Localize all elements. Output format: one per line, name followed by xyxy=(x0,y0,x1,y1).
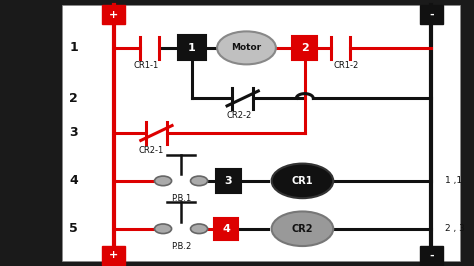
FancyBboxPatch shape xyxy=(102,246,125,265)
Text: CR2-2: CR2-2 xyxy=(227,111,252,120)
Text: 1: 1 xyxy=(188,43,196,53)
Text: CR2: CR2 xyxy=(292,224,313,234)
Text: 5: 5 xyxy=(69,222,78,235)
Circle shape xyxy=(272,164,333,198)
Text: 3: 3 xyxy=(69,127,78,139)
Bar xyxy=(62,5,460,261)
Text: 4: 4 xyxy=(69,174,78,187)
Text: CR2-1: CR2-1 xyxy=(138,146,164,155)
FancyBboxPatch shape xyxy=(216,169,241,193)
Circle shape xyxy=(272,211,333,246)
FancyBboxPatch shape xyxy=(178,35,206,60)
Circle shape xyxy=(217,31,276,64)
FancyBboxPatch shape xyxy=(420,5,443,24)
FancyBboxPatch shape xyxy=(102,5,125,24)
FancyBboxPatch shape xyxy=(420,246,443,265)
Text: 1: 1 xyxy=(69,41,78,54)
Text: P.B.1: P.B.1 xyxy=(171,194,191,203)
Text: 2 , 3: 2 , 3 xyxy=(445,224,465,233)
Text: +: + xyxy=(109,10,118,20)
Text: 2: 2 xyxy=(69,92,78,105)
Text: 2: 2 xyxy=(301,43,309,53)
Text: CR1: CR1 xyxy=(292,176,313,186)
Text: +: + xyxy=(109,250,118,260)
FancyBboxPatch shape xyxy=(214,218,238,240)
Text: 1 ,1: 1 ,1 xyxy=(445,176,462,185)
Text: P.B.2: P.B.2 xyxy=(171,242,191,251)
Text: 4: 4 xyxy=(222,224,230,234)
Text: -: - xyxy=(429,10,434,20)
Text: CR1-1: CR1-1 xyxy=(133,61,159,70)
Text: Motor: Motor xyxy=(231,43,262,52)
Circle shape xyxy=(155,176,172,186)
Text: -: - xyxy=(429,250,434,260)
Text: CR1-2: CR1-2 xyxy=(333,61,359,70)
FancyBboxPatch shape xyxy=(292,36,317,60)
Text: 3: 3 xyxy=(225,176,232,186)
Circle shape xyxy=(191,176,208,186)
Circle shape xyxy=(155,224,172,234)
Circle shape xyxy=(191,224,208,234)
